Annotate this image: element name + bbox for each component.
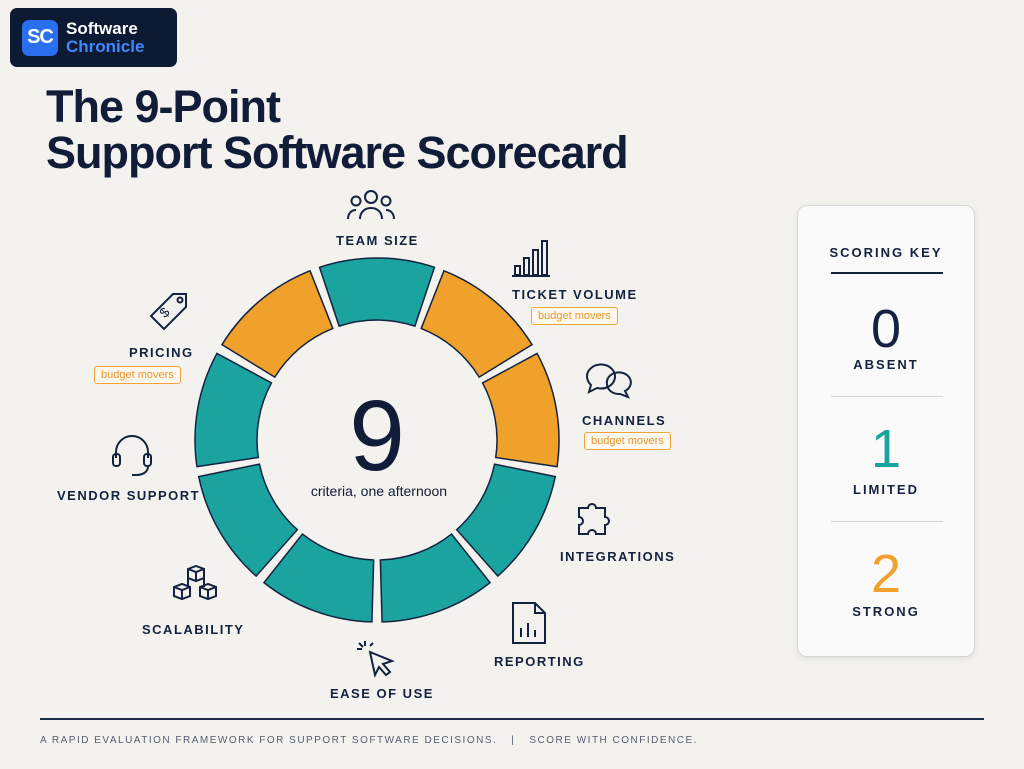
headset-icon [112, 435, 152, 476]
segment-team-size [318, 257, 436, 328]
svg-text:$: $ [156, 304, 173, 321]
cubes-icon [173, 565, 217, 601]
score-value-0: 0 [870, 299, 902, 359]
brand-logo[interactable]: SC Software Chronicle [10, 8, 177, 67]
score-value-1: 1 [870, 419, 902, 479]
label-pricing: PRICING [129, 345, 194, 360]
label-scalability: SCALABILITY [142, 622, 245, 637]
segment-integrations [455, 463, 557, 578]
footer-rule [40, 718, 984, 720]
center-number: 9 [349, 380, 405, 492]
cursor-click-icon [357, 641, 395, 678]
segment-vendor-support [194, 352, 273, 468]
chat-bubbles-icon [585, 363, 632, 399]
scoring-divider [831, 396, 943, 397]
label-reporting: REPORTING [494, 654, 585, 669]
title-line-2: Support Software Scorecard [46, 127, 629, 178]
page-title: The 9-Point Support Software Scorecard [46, 81, 629, 178]
logo-line-1: Software [66, 18, 138, 38]
label-team-size: TEAM SIZE [336, 233, 419, 248]
people-icon [347, 190, 395, 220]
footer-right-text: SCORE WITH CONFIDENCE. [529, 735, 698, 746]
scoring-key-rule [831, 272, 943, 274]
score-label-strong: STRONG [852, 604, 920, 619]
tag-channels: budget movers [584, 432, 671, 450]
footer-left-text: A RAPID EVALUATION FRAMEWORK FOR SUPPORT… [40, 735, 498, 746]
title-line-1: The 9-Point [46, 81, 281, 132]
logo-line-2: Chronicle [66, 36, 145, 56]
segment-pricing [220, 269, 334, 379]
segment-reporting [379, 532, 492, 623]
puzzle-icon [578, 503, 610, 535]
segment-scalability [197, 463, 299, 578]
report-icon [512, 602, 546, 644]
bar-chart-icon [512, 240, 550, 277]
scoring-key-card: SCORING KEY 0 ABSENT 1 LIMITED 2 STRONG [797, 205, 975, 657]
footer-divider: | [511, 735, 516, 746]
score-value-2: 2 [870, 544, 902, 604]
label-channels: CHANNELS [582, 413, 667, 428]
logo-wordmark: Software Chronicle [66, 18, 145, 56]
segment-ticket-volume [420, 269, 534, 379]
logo-badge: SC [22, 19, 58, 56]
label-vendor-support: VENDOR SUPPORT [57, 488, 201, 503]
label-ticket-volume: TICKET VOLUME [512, 287, 638, 302]
score-label-absent: ABSENT [853, 357, 919, 372]
tag-ticket-volume: budget movers [531, 307, 618, 325]
center-caption: criteria, one afternoon [311, 483, 447, 499]
segment-channels [481, 352, 560, 468]
segment-ease-of-use [262, 532, 375, 623]
footer-tagline: A RAPID EVALUATION FRAMEWORK FOR SUPPORT… [40, 735, 698, 746]
scoring-divider [831, 521, 943, 522]
tag-pricing: budget movers [94, 366, 181, 384]
scoring-key-title: SCORING KEY [829, 245, 943, 260]
score-label-limited: LIMITED [853, 482, 919, 497]
label-integrations: INTEGRATIONS [560, 549, 676, 564]
price-tag-icon: $ [149, 293, 187, 331]
label-ease-of-use: EASE OF USE [330, 686, 434, 701]
